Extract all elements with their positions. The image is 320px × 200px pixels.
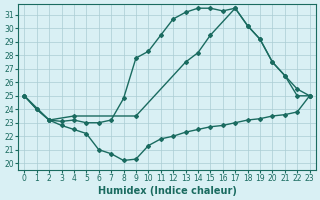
X-axis label: Humidex (Indice chaleur): Humidex (Indice chaleur) — [98, 186, 236, 196]
